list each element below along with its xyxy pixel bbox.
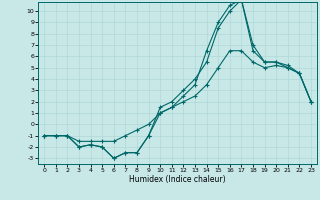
X-axis label: Humidex (Indice chaleur): Humidex (Indice chaleur) <box>129 175 226 184</box>
